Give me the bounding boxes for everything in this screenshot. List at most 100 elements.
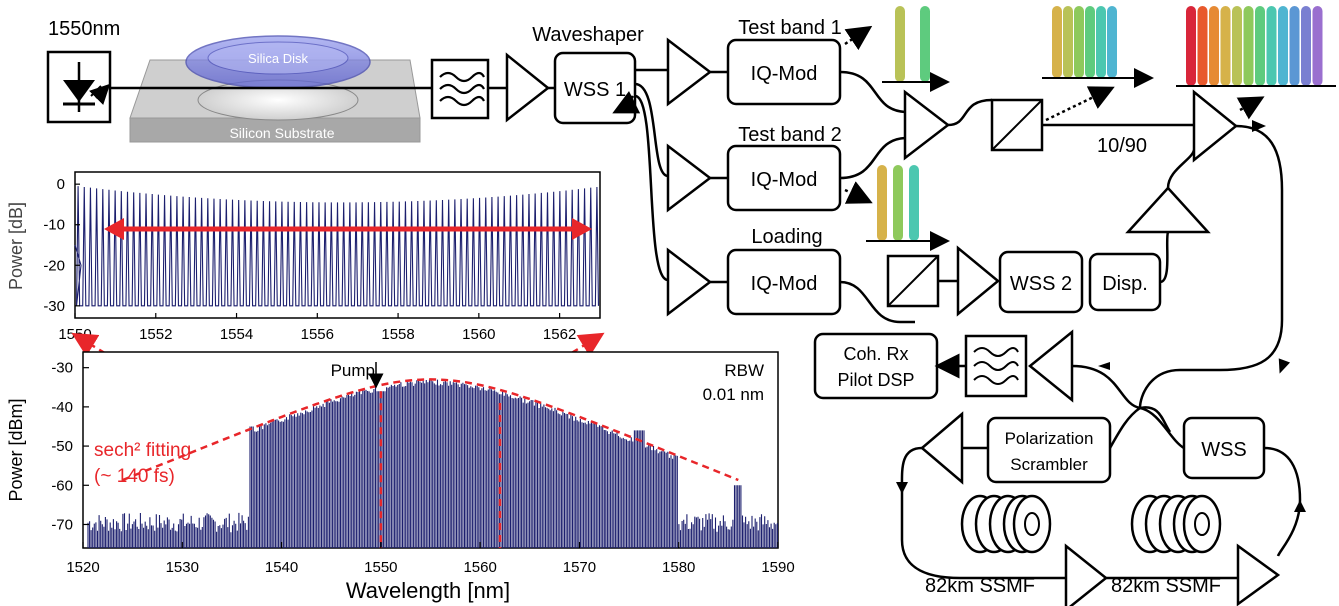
spectrum-line [1052,6,1062,78]
amplifier-span2 [1236,543,1281,606]
spectrum-line [1278,6,1288,86]
spectrum-line [1289,6,1300,86]
chart-top-x-ticks: 1550 1552 1554 1556 1558 1560 1562 [58,313,576,343]
x-tick-label: 1562 [543,326,576,343]
spectrum-combined [1042,6,1154,88]
waveshaper-label: Waveshaper [532,24,644,46]
spectrum-line [1209,6,1219,86]
iq-mod-label-2: IQ-Mod [751,169,818,191]
loop-fiber-top [1138,124,1284,409]
spectrum-line [1266,6,1277,86]
chart-top-ylabel: Power [dB] [6,202,26,290]
comb-line-trace [74,186,600,307]
receiver-label-2: Pilot DSP [837,370,914,390]
amplifier-combined [903,89,951,161]
spectrum-line [1186,6,1196,86]
x-tick-label: 1540 [265,559,298,576]
sech2-fit-curve [122,378,739,482]
iq-mod-label-3: IQ-Mod [751,273,818,295]
y-tick-label: -40 [51,399,73,416]
spectrum-line [1301,6,1311,86]
substrate-side [129,117,421,143]
fit-label-2: (~ 140 fs) [94,466,175,487]
test-band2-label: Test band 2 [738,124,841,146]
x-tick-label: 1570 [563,559,596,576]
chart-bottom-x-ticks: 1520 1530 1540 1550 1560 1570 1580 1590 [66,542,795,576]
chart-top-frame [74,171,601,319]
spectrum-trace [87,379,778,548]
wss1-output-fibers [634,68,669,282]
chart-top-y-ticks: 0 -10 -20 -30 [43,176,80,315]
x-tick-label: 1558 [381,326,414,343]
chart-bottom-trace [87,379,778,548]
scrambler-label-1: Polarization [1005,429,1094,448]
test-band1-label: Test band 1 [738,17,841,39]
laser-source: 1550nm [46,18,120,124]
wss1-label: WSS 1 [564,79,626,101]
amplifier-rx [1028,329,1074,403]
filter-icon [439,71,485,107]
wss2-label: WSS 2 [1010,273,1072,295]
coupler-ratio-label: 10/90 [1097,135,1147,157]
bandpass-filter [430,58,490,120]
spectrum-test-band1 [882,6,950,92]
wss2-box [998,250,1084,314]
laser-wavelength-label: 1550nm [48,18,120,40]
substrate-label: Silicon Substrate [229,125,334,141]
y-tick-label: -30 [51,360,73,377]
y-tick-label: -20 [43,257,65,274]
spectrum-line [1107,6,1117,78]
amplifier-edfa-1 [505,52,551,123]
dispersion-label: Disp. [1102,273,1148,295]
test-band-combiner-fibers [839,70,906,180]
x-tick-label: 1520 [66,559,99,576]
spectrum-line [1096,6,1106,78]
spectrum-line [1085,6,1095,78]
y-tick-label: -70 [51,516,73,533]
fit-label-1: sech² fitting [94,440,191,461]
amplifier-span1 [1064,543,1109,606]
x-tick-label: 1552 [139,326,172,343]
iq-mod-label-1: IQ-Mod [751,63,818,85]
x-tick-label: 1554 [220,326,253,343]
loop-wss-label: WSS [1201,439,1247,461]
y-tick-label: -60 [51,477,73,494]
y-tick-label: -30 [43,298,65,315]
chart-bottom-y-ticks: -30 -40 -50 -60 -70 [51,360,89,533]
amplifier-loading-2 [956,245,1000,317]
pump-label: Pump [331,361,375,380]
rx-filter-box [964,334,1028,398]
amplifier-loop-1 [920,411,964,485]
spectrum-full-band [1176,6,1336,87]
spectrum-line [1220,6,1231,86]
spectrum-line [1312,6,1323,86]
chart-comb-zoom: 1550 1552 1554 1556 1558 1560 1562 0-10-20-30 … [6,171,601,343]
scrambler-label-2: Scrambler [1010,455,1088,474]
span2-label: 82km SSMF [1111,575,1221,597]
y-tick-label: 0 [57,176,65,193]
rbw-label-1: RBW [724,361,764,380]
loading-label: Loading [751,226,822,248]
amplifier-launch [1192,89,1238,163]
polarization-scrambler-box [986,416,1112,484]
x-tick-label: 1580 [662,559,695,576]
fiber-spool-2 [1130,494,1222,554]
spectrum-line [1063,6,1073,78]
amplifier-test-band1 [666,37,713,107]
spectrum-test-band2 [866,165,950,251]
spectrum-line [1243,6,1254,86]
rx-filter-icon [973,347,1019,385]
chart-bottom-ylabel: Power [dBm] [6,398,26,501]
chart-bottom-xlabel: Wavelength [nm] [346,578,510,603]
receiver-label-1: Coh. Rx [843,344,908,364]
spectrum-line [1232,6,1242,86]
disk-label: Silica Disk [248,51,308,66]
spectrum-line [1197,6,1208,86]
x-tick-label: 1556 [301,326,334,343]
y-tick-label: -50 [51,438,73,455]
span1-label: 82km SSMF [925,575,1035,597]
amplifier-test-band2 [666,143,713,213]
spectrum-line [1074,6,1084,78]
y-tick-label: -10 [43,217,65,234]
fiber-spool-1 [960,494,1052,554]
